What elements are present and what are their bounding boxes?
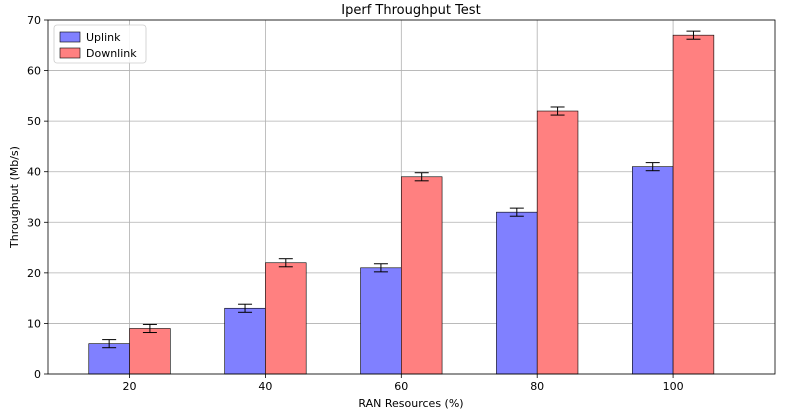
x-tick-label: 80 [530,380,544,393]
uplink-bar [360,267,402,375]
y-tick-label: 60 [27,65,41,78]
y-tick-label: 30 [27,216,41,229]
uplink-bar [632,166,674,375]
y-ticks: 0 10 20 30 40 50 60 70 [27,14,48,381]
downlink-legend-label: Downlink [86,47,137,60]
downlink-bar [672,34,715,375]
downlink-bar [129,328,171,375]
y-tick-label: 10 [27,317,41,330]
downlink-legend-swatch [59,47,81,59]
y-tick-label: 20 [27,267,41,280]
uplink-bar [88,343,130,375]
error-bars [102,30,701,349]
y-tick-label: 40 [27,166,41,179]
x-tick-label: 40 [258,380,272,393]
x-tick-label: 60 [394,380,408,393]
x-ticks: 20 40 60 80 100 [123,374,684,393]
uplink-bar [496,211,538,375]
y-tick-label: 50 [27,115,41,128]
chart-title: Iperf Throughput Test [341,3,480,18]
legend: Uplink Downlink [53,24,147,64]
bars [88,34,715,375]
downlink-bar [265,262,307,375]
uplink-bar [224,307,266,375]
axes [47,19,776,375]
uplink-legend-label: Uplink [86,31,121,44]
downlink-bar [536,110,579,375]
y-tick-label: 70 [27,14,41,27]
x-axis-label: RAN Resources (%) [358,397,463,410]
y-tick-label: 0 [34,368,41,381]
plot-frame [47,19,776,375]
y-axis-label: Throughput (Mb/s) [8,146,21,249]
downlink-bar [401,176,443,375]
uplink-legend-swatch [59,31,81,43]
x-tick-label: 20 [123,380,137,393]
x-tick-label: 100 [663,380,684,393]
